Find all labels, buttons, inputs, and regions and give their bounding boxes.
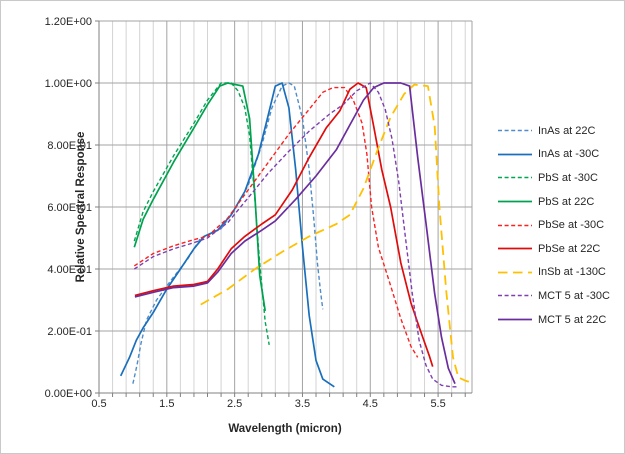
series-line-pbse-at-22c [134,82,434,367]
series-line-swatch [498,318,532,321]
legend-item-inas-22c: InAs at 22C [498,119,623,143]
series-line-swatch [498,200,532,203]
legend-item-pbs-m30c: PbS at -30C [498,166,623,190]
legend-label: InAs at -30C [538,148,600,161]
x-tick-label: 0.5 [91,398,106,410]
legend-label: PbS at 22C [538,195,595,208]
series-line-swatch [498,130,532,132]
legend-label: InSb at -130C [538,266,606,279]
legend: InAs at 22C InAs at -30C PbS at -30C PbS… [498,119,623,331]
legend-item-mct5-22c: MCT 5 at 22C [498,308,623,332]
legend-item-pbse-m30c: PbSe at -30C [498,213,623,237]
y-tick-label: 1.20E+00 [45,16,92,28]
series-line-insb-at-130c [200,83,471,383]
legend-item-mct5-m30c: MCT 5 at -30C [498,284,623,308]
y-tick-label: 2.00E-01 [47,326,92,338]
series-line-mct-5-at-30c [133,82,459,388]
x-tick-label: 2.5 [227,398,242,410]
x-axis-title: Wavelength (micron) [228,423,342,435]
x-tick-label: 4.5 [363,398,378,410]
x-tick-label: 5.5 [430,398,445,410]
x-tick-label: 1.5 [159,398,174,410]
y-tick-label: 0.00E+00 [45,388,92,400]
legend-label: PbS at -30C [538,171,598,184]
legend-label: InAs at 22C [538,124,596,137]
legend-label: PbSe at 22C [538,242,601,255]
series-line-pbs-at-22c [133,82,267,312]
legend-item-pbse-22c: PbSe at 22C [498,237,623,261]
legend-item-inas-m30c: InAs at -30C [498,143,623,167]
series-line-mct-5-at-22c [134,82,456,385]
x-tick-label: 3.5 [295,398,310,410]
legend-item-pbs-22c: PbS at 22C [498,190,623,214]
series-line-swatch [498,224,532,226]
series-line-inas-at-30c [119,82,335,388]
y-tick-label: 8.00E-01 [47,140,92,152]
series-line-swatch [498,247,532,250]
legend-item-insb-m130c: InSb at -130C [498,261,623,285]
legend-label: PbSe at -30C [538,219,605,232]
y-tick-label: 1.00E+00 [45,78,92,90]
legend-label: MCT 5 at 22C [538,313,607,326]
series-line-swatch [498,177,532,179]
y-tick-label: 4.00E-01 [47,264,92,276]
series-line-inas-at-22c [132,82,324,384]
series-line-swatch [498,153,532,156]
series-line-swatch [498,295,532,297]
y-axis-title: Relative Spectral Response [75,131,87,283]
series-line-swatch [498,271,532,274]
legend-label: MCT 5 at -30C [538,289,610,302]
series-line-pbse-at-30c [133,86,419,358]
y-tick-label: 6.00E-01 [47,202,92,214]
